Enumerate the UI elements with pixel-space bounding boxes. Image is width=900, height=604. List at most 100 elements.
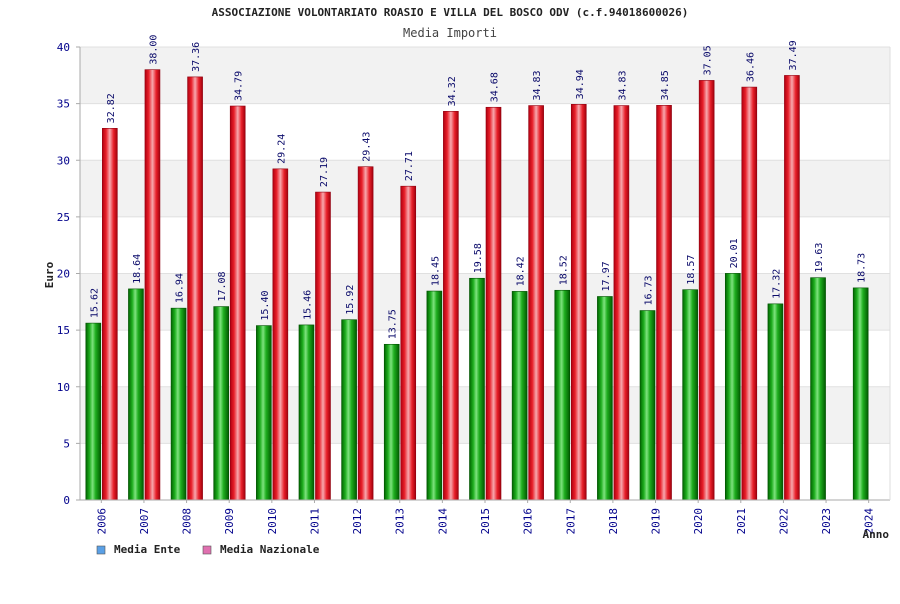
bar-media-nazionale (656, 105, 672, 501)
data-label: 37.05 (703, 45, 714, 75)
bar-media-ente (852, 287, 869, 501)
data-label: 29.43 (362, 132, 373, 162)
data-label: 18.57 (686, 255, 697, 285)
bar-media-ente (469, 277, 485, 501)
y-tick-label: 20 (57, 268, 70, 281)
x-tick-labels: 2006 2007 2008 2009 2010 2011 2012 2013 2014 2015… (95, 500, 876, 535)
bar-media-nazionale (272, 168, 289, 501)
data-label: 34.83 (532, 70, 543, 100)
data-label: 15.62 (89, 288, 100, 318)
bar-media-ente (128, 288, 144, 501)
value-labels: 15.62 18.64 16.94 17.08 15.40 15.46 15.92 13.75… (89, 35, 867, 340)
bar-media-nazionale (485, 106, 502, 501)
y-tick-label: 10 (57, 381, 70, 394)
bar-media-ente (639, 310, 656, 501)
chart-subtitle: Media Importi (403, 26, 497, 40)
y-tick-label: 15 (57, 324, 70, 337)
x-tick-label: 2008 (181, 508, 194, 535)
bar-media-nazionale (357, 166, 374, 501)
x-tick-label: 2017 (564, 508, 577, 535)
bar-media-ente (511, 291, 528, 501)
x-tick-label: 2010 (266, 508, 279, 535)
bar-media-ente (767, 303, 784, 501)
x-tick-label: 2006 (95, 508, 108, 535)
data-label: 19.63 (814, 243, 825, 273)
data-label: 18.42 (516, 256, 527, 286)
x-tick-label: 2023 (820, 508, 833, 535)
data-label: 13.75 (388, 309, 399, 339)
y-tick-label: 40 (57, 41, 70, 54)
x-tick-label: 2020 (692, 508, 705, 535)
bar-media-nazionale (144, 69, 161, 501)
data-label: 36.46 (745, 52, 756, 82)
bar-media-nazionale (315, 191, 331, 501)
x-tick-label: 2024 (863, 508, 876, 535)
data-label: 34.32 (447, 76, 458, 106)
data-label: 18.73 (857, 253, 868, 283)
data-label: 17.97 (601, 261, 612, 291)
x-tick-label: 2013 (394, 508, 407, 535)
data-label: 17.08 (217, 271, 228, 301)
data-label: 38.00 (148, 35, 159, 65)
y-tick-labels: 0 5 10 15 20 25 30 35 40 (57, 41, 80, 507)
bars (85, 69, 869, 501)
x-axis-label: Anno (863, 528, 890, 541)
legend-swatch (202, 545, 212, 555)
y-tick-label: 5 (63, 437, 70, 450)
legend-label: Media Ente (114, 543, 181, 556)
bar-media-nazionale (187, 76, 203, 501)
bar-media-ente (298, 324, 315, 501)
data-label: 34.94 (575, 69, 586, 99)
data-label: 15.92 (345, 285, 356, 315)
data-label: 18.52 (558, 255, 569, 285)
data-label: 15.46 (302, 290, 313, 320)
y-tick-label: 25 (57, 211, 70, 224)
bar-media-ente (554, 289, 571, 501)
x-tick-label: 2016 (522, 508, 535, 535)
x-tick-label: 2022 (777, 508, 790, 535)
bar-media-nazionale (570, 104, 587, 501)
bar-media-ente (682, 289, 698, 501)
data-label: 19.58 (473, 243, 484, 273)
bar-media-ente (170, 307, 187, 501)
y-tick-label: 30 (57, 154, 70, 167)
bar-media-nazionale (528, 105, 544, 501)
bar-media-nazionale (741, 86, 758, 501)
x-tick-label: 2018 (607, 508, 620, 535)
data-label: 29.24 (276, 134, 287, 164)
x-tick-label: 2021 (735, 508, 748, 535)
x-tick-label: 2015 (479, 508, 492, 535)
data-label: 34.85 (660, 70, 671, 100)
bar-media-nazionale (102, 128, 118, 501)
bar-media-ente (724, 273, 741, 501)
legend-swatch (96, 545, 106, 555)
y-tick-label: 35 (57, 98, 70, 111)
bar-media-nazionale (443, 111, 459, 501)
bar-media-ente (810, 277, 826, 501)
data-label: 34.79 (234, 71, 245, 101)
x-tick-label: 2011 (308, 508, 321, 535)
data-label: 37.36 (191, 42, 202, 72)
data-label: 27.71 (404, 151, 415, 181)
bar-media-nazionale (229, 105, 246, 501)
bar-media-ente (426, 290, 443, 501)
data-label: 34.68 (490, 72, 501, 102)
data-label: 15.40 (260, 290, 271, 320)
data-label: 37.49 (788, 40, 799, 70)
chart-title: ASSOCIAZIONE VOLONTARIATO ROASIO E VILLA… (212, 6, 689, 19)
data-label: 32.82 (106, 93, 117, 123)
x-tick-label: 2019 (650, 508, 663, 535)
x-tick-label: 2012 (351, 508, 364, 535)
bar-media-ente (213, 306, 230, 501)
bar-media-nazionale (400, 185, 417, 501)
bar-media-nazionale (698, 80, 715, 501)
data-label: 34.83 (617, 70, 628, 100)
x-tick-label: 2014 (436, 508, 449, 535)
data-label: 17.32 (771, 269, 782, 299)
bar-media-ente (597, 296, 613, 501)
data-label: 16.94 (175, 273, 186, 303)
bar-media-ente (383, 343, 400, 501)
data-label: 16.73 (644, 275, 655, 305)
bar-media-nazionale (784, 75, 800, 501)
